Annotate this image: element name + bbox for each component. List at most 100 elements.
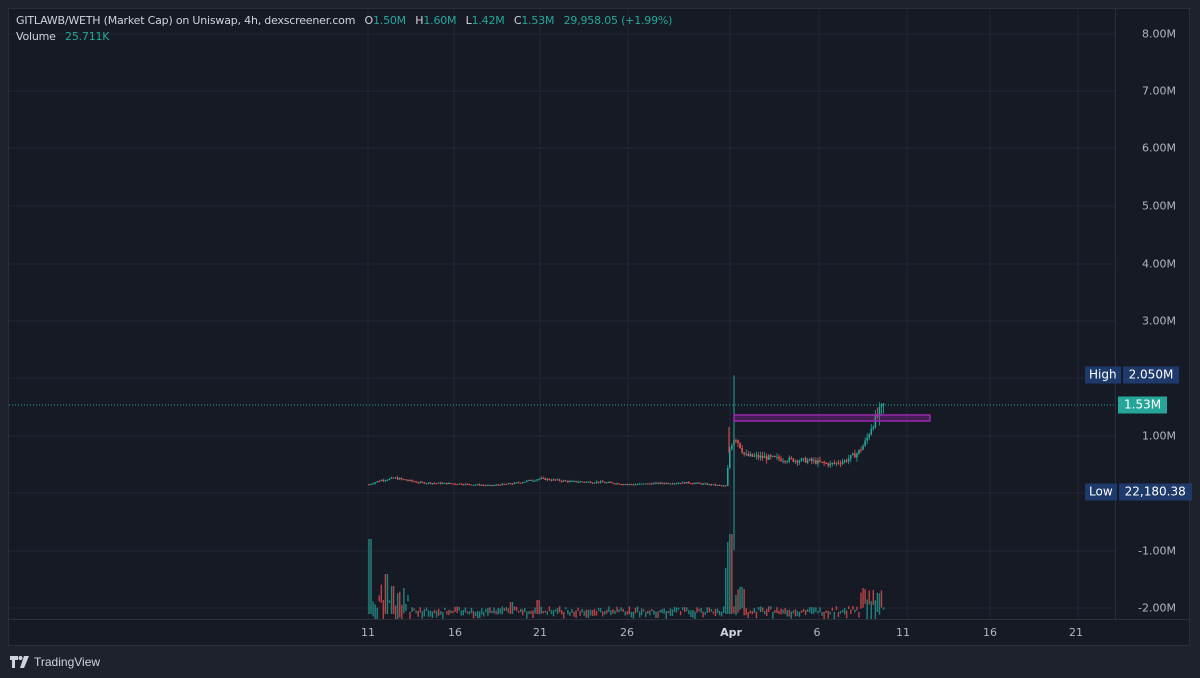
volume-bar: [552, 610, 555, 617]
volume-bar: [817, 611, 819, 614]
candle-body: [757, 455, 760, 458]
candle-body: [724, 485, 727, 487]
volume-bar: [669, 608, 672, 616]
price-axis[interactable]: 8.00M 7.00M 6.00M 5.00M 4.00M 3.00M 1.00M -1.00…: [1115, 9, 1190, 619]
volume-bar: [399, 591, 401, 618]
price-tick-label: 3.00M: [1142, 314, 1176, 328]
time-tick-label: 11: [361, 626, 375, 639]
low-marker-label: Low: [1085, 483, 1117, 501]
volume-bar: [679, 610, 682, 616]
volume-bar: [554, 609, 557, 612]
candle-body: [427, 482, 430, 484]
candle-body: [634, 484, 637, 486]
volume-bar: [610, 610, 612, 616]
candle-body: [398, 478, 401, 480]
volume-bar: [802, 608, 805, 612]
candle-body: [556, 479, 559, 481]
volume-bar: [716, 608, 719, 613]
volume-bar: [419, 607, 421, 613]
volume-bar: [511, 602, 514, 614]
candle-body: [817, 460, 819, 464]
candle-body: [530, 479, 532, 481]
volume-bar: [524, 608, 526, 613]
volume-bar: [706, 607, 708, 613]
candle-body: [403, 479, 405, 481]
candle-body: [665, 482, 668, 484]
candle-body: [770, 455, 772, 457]
candle-body: [382, 480, 385, 482]
volume-bar: [462, 610, 464, 616]
volume-bar: [735, 595, 737, 616]
volume-bar: [493, 607, 495, 614]
time-tick-label: 16: [448, 626, 462, 639]
volume-bar: [384, 574, 387, 614]
volume-bar: [612, 609, 614, 614]
candle-body: [462, 484, 465, 486]
close-label: C: [513, 14, 522, 27]
candle-body: [476, 484, 479, 486]
volume-bar: [809, 607, 811, 613]
candle-body: [483, 485, 485, 487]
candle-body: [407, 480, 409, 482]
volume-bar: [503, 608, 505, 611]
tradingview-brand[interactable]: TradingView: [10, 655, 100, 669]
volume-bar: [690, 610, 692, 618]
volume-bar: [663, 608, 665, 614]
candle-body: [823, 461, 825, 463]
volume-bar: [684, 607, 686, 613]
candle-body: [474, 484, 477, 486]
candle-body: [786, 461, 788, 463]
candle-body: [685, 481, 688, 484]
candle-body: [690, 483, 692, 485]
volume-bar: [427, 610, 430, 617]
volume-bar: [608, 606, 610, 612]
candle-body: [567, 480, 569, 482]
volume-bar: [458, 607, 460, 611]
volume-bar: [382, 600, 385, 619]
candle-body: [845, 460, 848, 462]
volume-bar: [632, 611, 635, 619]
candle-body: [833, 462, 836, 464]
volume-bar: [509, 602, 512, 614]
volume-bar: [747, 611, 749, 619]
candle-body: [606, 482, 608, 484]
candle-body: [858, 449, 860, 454]
volume-bar: [714, 608, 717, 617]
candle-body: [485, 485, 487, 487]
volume-bar: [587, 609, 590, 618]
candle-body: [700, 483, 702, 485]
volume-bar: [821, 611, 823, 616]
volume-bar: [831, 607, 833, 611]
time-axis[interactable]: 11 16 21 26 Apr 6 11 16 21: [9, 619, 1189, 645]
volume-bar: [796, 611, 799, 616]
candle-body: [419, 481, 422, 483]
price-tick-label: 4.00M: [1142, 257, 1176, 271]
candle-body: [854, 453, 856, 458]
volume-bar: [528, 611, 530, 615]
volume-bar: [852, 606, 854, 610]
volume-bar: [409, 611, 411, 619]
candle-body: [413, 481, 415, 483]
volume-bar: [743, 589, 745, 616]
price-tick-label: 1.00M: [1142, 429, 1176, 443]
candle-body: [653, 483, 655, 485]
candle-body: [509, 483, 512, 485]
volume-bar: [636, 606, 639, 613]
candle-body: [577, 481, 579, 483]
candle-body: [841, 461, 844, 464]
volume-bar: [681, 607, 684, 611]
volume-bar: [386, 574, 389, 614]
candle-body: [622, 484, 624, 486]
volume-bar: [435, 610, 438, 618]
chart-plot-area[interactable]: [9, 9, 1115, 619]
volume-bar: [786, 610, 788, 617]
candle-body: [599, 481, 602, 483]
candle-body: [852, 453, 854, 455]
candle-body: [589, 481, 592, 483]
candle-body: [759, 455, 762, 458]
candle-body: [575, 480, 577, 483]
volume-bar: [858, 611, 860, 618]
candle-body: [698, 482, 700, 484]
candle-body: [804, 458, 807, 463]
candle-body: [864, 440, 866, 446]
